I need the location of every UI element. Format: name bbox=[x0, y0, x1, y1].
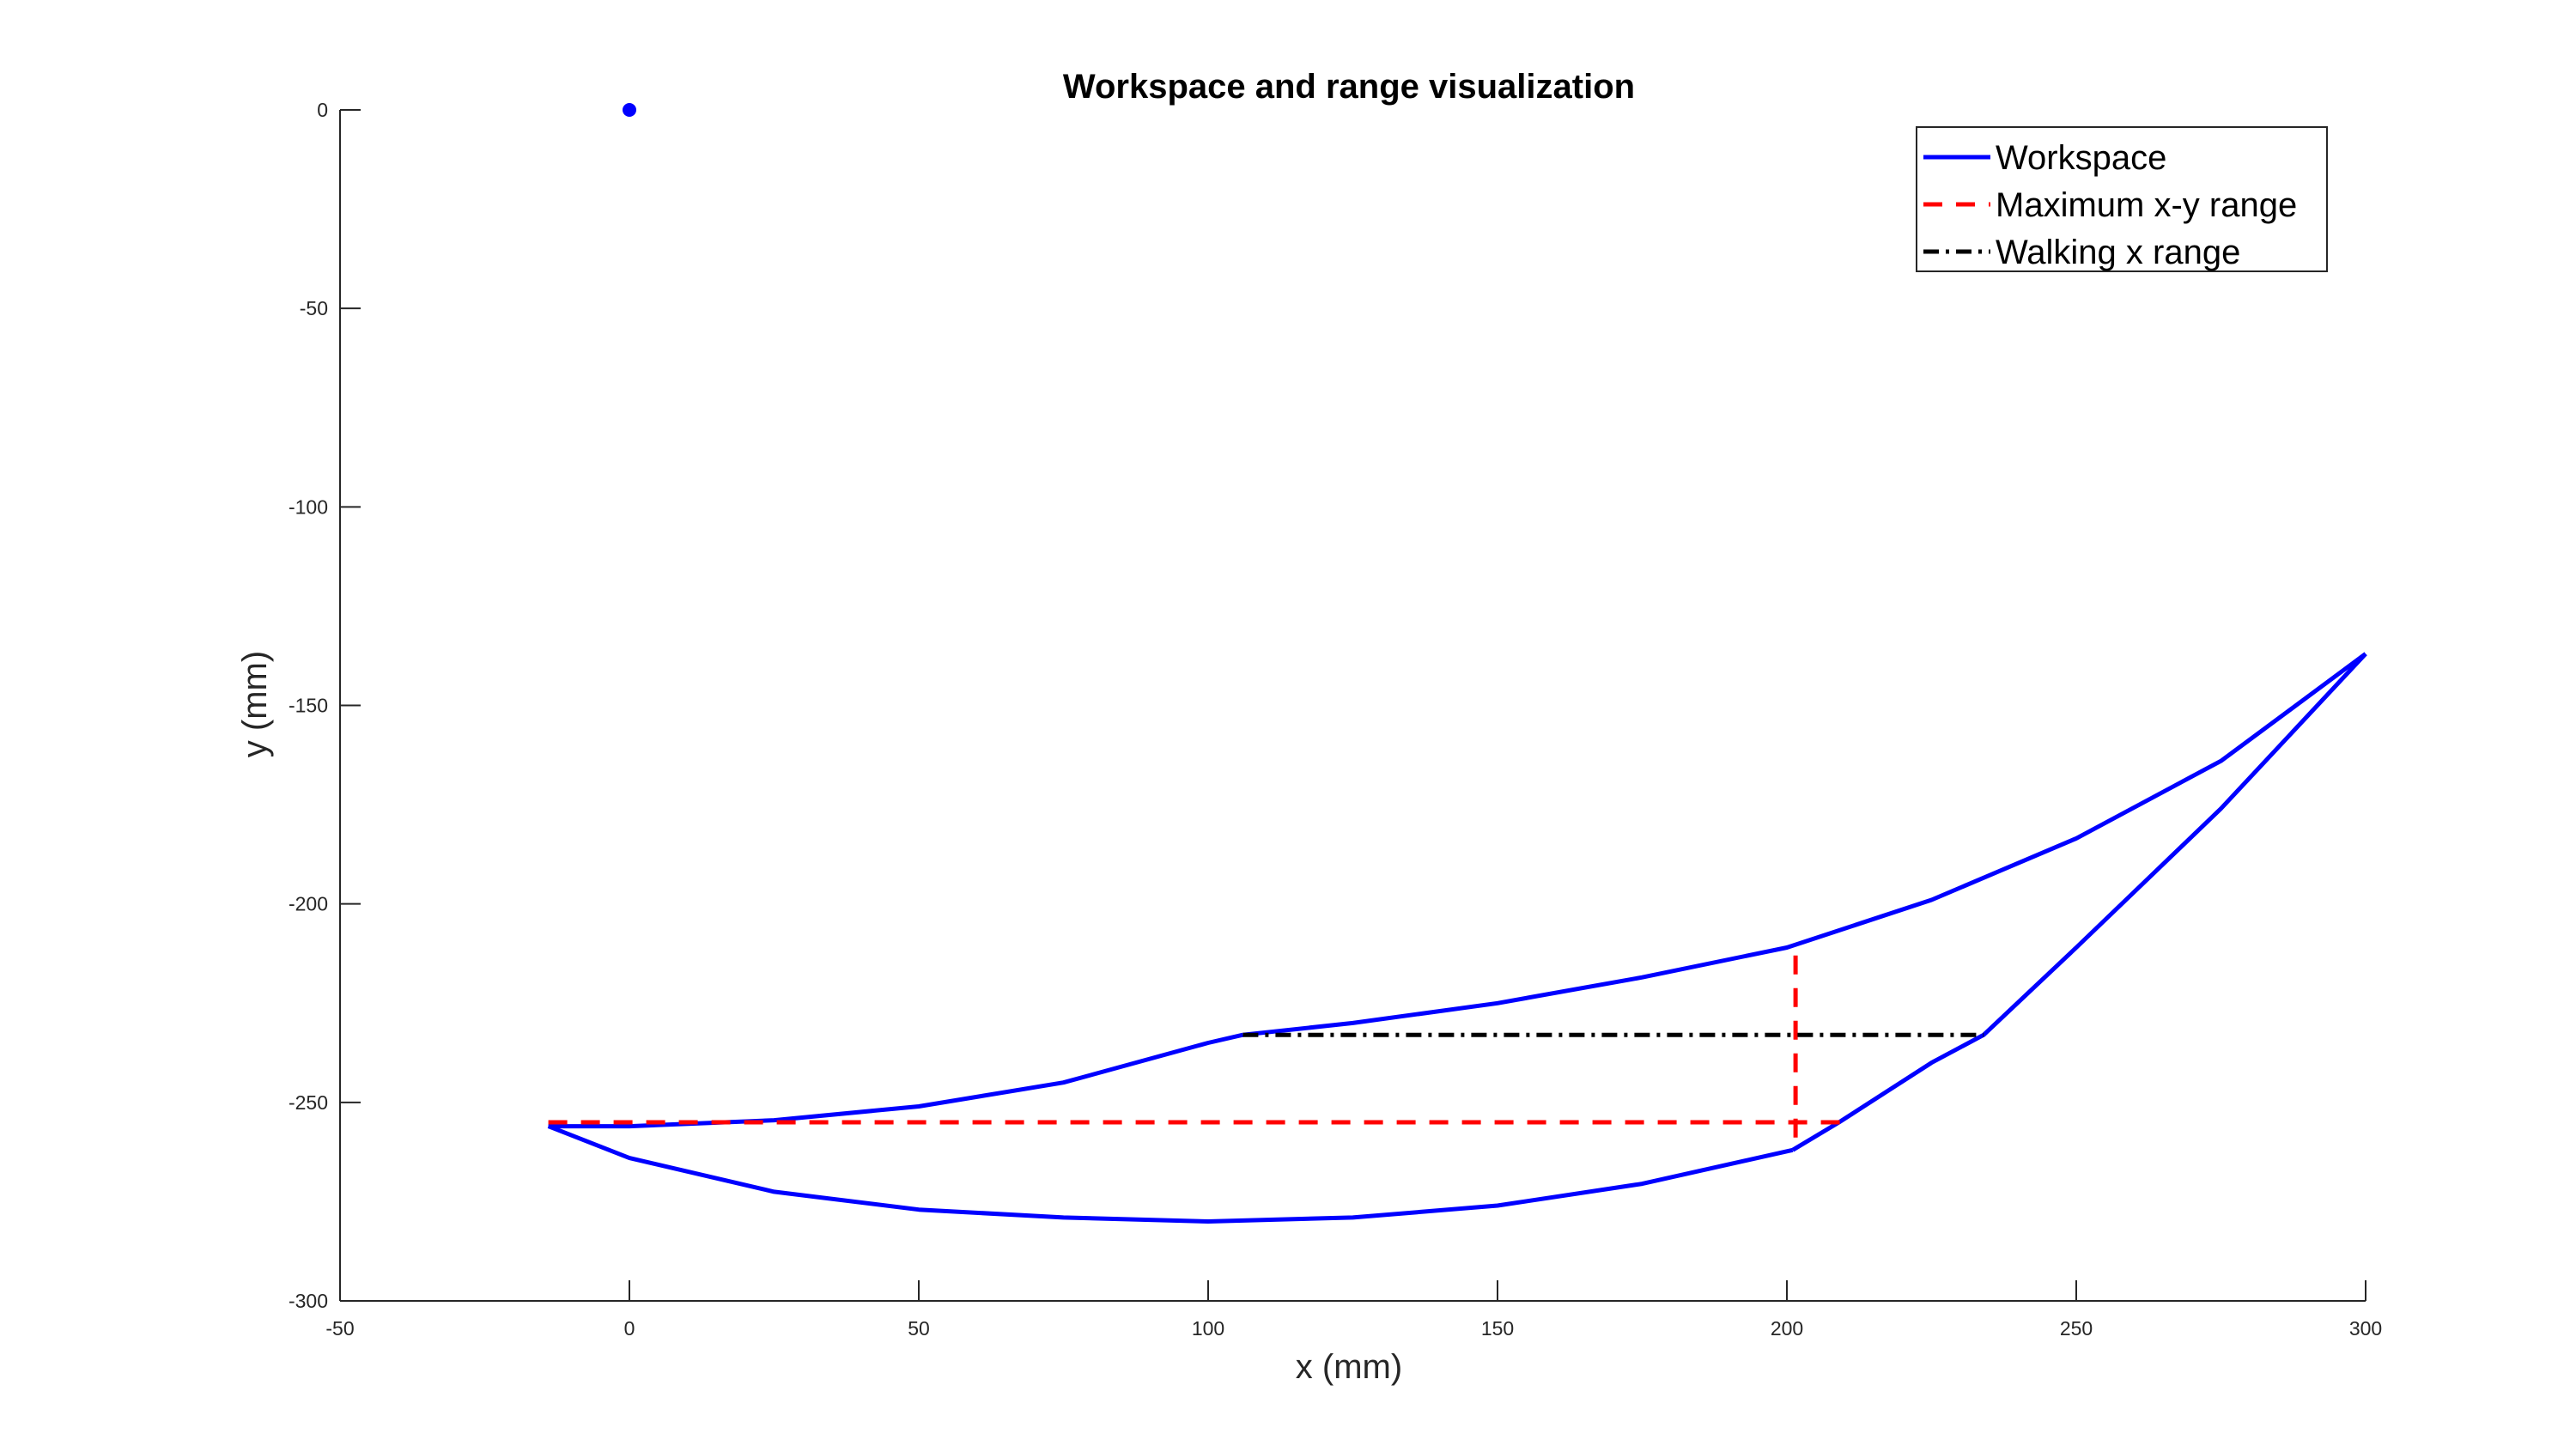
legend-entry: Walking x range bbox=[1996, 234, 2240, 271]
y-tick-label: -50 bbox=[300, 297, 328, 319]
series-line-segment bbox=[1791, 652, 2367, 1152]
legend-box bbox=[1916, 126, 2328, 272]
legend: Workspace Maximum x-y range Walking x rang… bbox=[1916, 126, 2328, 272]
legend-entry: Maximum x-y range bbox=[1996, 186, 2297, 224]
y-tick-label: 0 bbox=[317, 99, 328, 121]
x-tick-label: 200 bbox=[1771, 1317, 1803, 1340]
y-axis-label: y (mm) bbox=[236, 651, 274, 757]
x-tick-label: 300 bbox=[2349, 1317, 2382, 1340]
series-line-segment bbox=[1242, 652, 2367, 1037]
chart-title: Workspace and range visualization bbox=[1063, 68, 1635, 106]
x-tick-label: 50 bbox=[908, 1317, 930, 1340]
x-tick-label: 150 bbox=[1481, 1317, 1514, 1340]
y-tick-label: -300 bbox=[289, 1290, 328, 1312]
axes: -50 0 50 100 150 200 250 300 0 -50 -100 -150 -200 -25… bbox=[289, 99, 2382, 1340]
x-tick-label: -50 bbox=[325, 1317, 354, 1340]
x-tick-label: 250 bbox=[2060, 1317, 2093, 1340]
y-tick-label: -250 bbox=[289, 1091, 328, 1114]
series-line-segment bbox=[547, 1124, 1794, 1224]
legend-entry: Workspace bbox=[1996, 139, 2166, 177]
series-line-segment bbox=[548, 1032, 1243, 1129]
plot-area bbox=[547, 103, 2367, 1224]
series-maximum-x-y-range bbox=[548, 955, 1845, 1146]
x-tick-label: 0 bbox=[624, 1317, 635, 1340]
x-tick-label: 100 bbox=[1192, 1317, 1224, 1340]
origin-marker bbox=[623, 103, 636, 117]
series-workspace bbox=[547, 652, 2367, 1224]
x-axis-label: x (mm) bbox=[1296, 1348, 1402, 1386]
y-tick-label: -200 bbox=[289, 893, 328, 915]
y-tick-label: -100 bbox=[289, 495, 328, 518]
y-tick-label: -150 bbox=[289, 695, 328, 717]
